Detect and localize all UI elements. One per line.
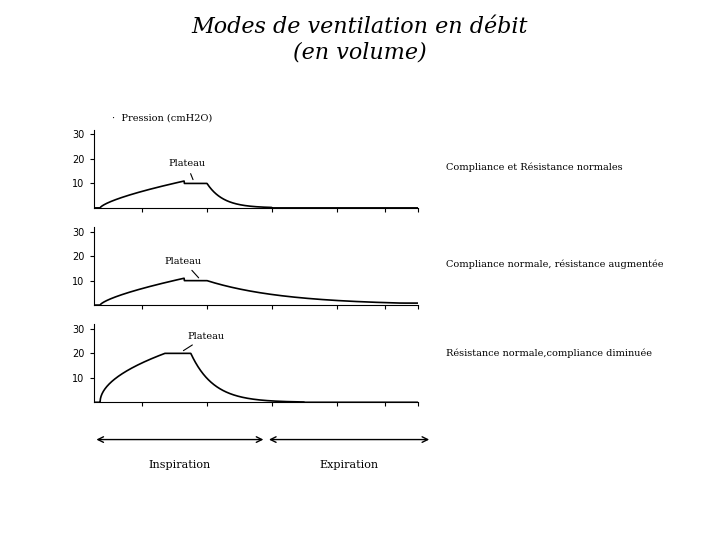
Text: Résistance normale,compliance diminuée: Résistance normale,compliance diminuée [446, 349, 652, 359]
Text: Plateau: Plateau [168, 159, 205, 180]
Text: Modes de ventilation en débit
(en volume): Modes de ventilation en débit (en volume… [192, 16, 528, 64]
Text: Compliance et Résistance normales: Compliance et Résistance normales [446, 163, 623, 172]
Text: Inspiration: Inspiration [149, 461, 211, 470]
Text: Compliance normale, résistance augmentée: Compliance normale, résistance augmentée [446, 260, 664, 269]
Text: Expiration: Expiration [320, 461, 379, 470]
Text: Plateau: Plateau [165, 256, 202, 278]
Text: Plateau: Plateau [184, 332, 225, 350]
Text: ·  Pression (cmH2O): · Pression (cmH2O) [112, 113, 212, 123]
